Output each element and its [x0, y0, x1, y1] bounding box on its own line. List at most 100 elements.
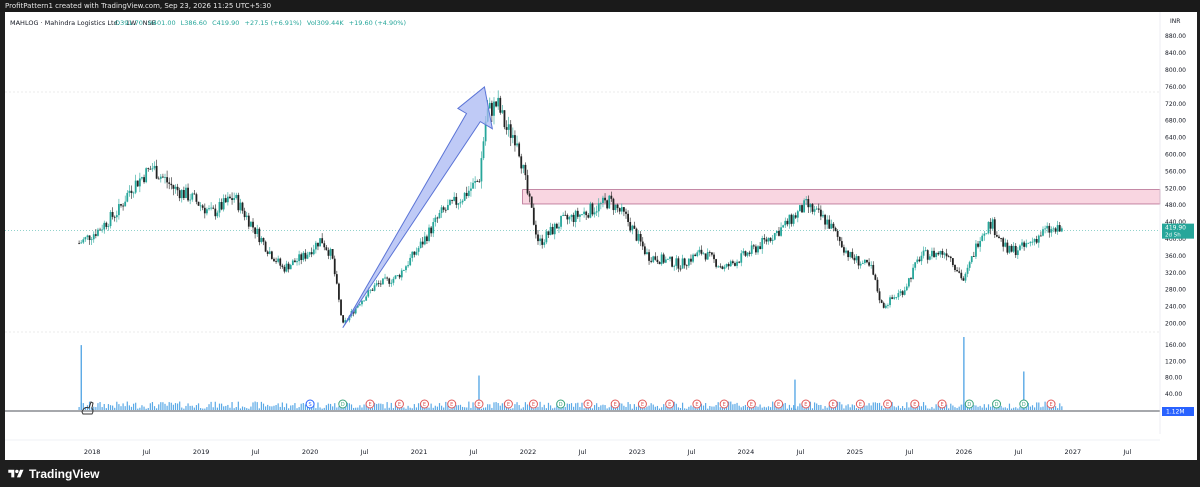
event-marker-dividend[interactable]: D: [1019, 399, 1029, 409]
candle: [845, 247, 847, 254]
candle-body: [92, 234, 95, 240]
event-marker-earnings[interactable]: E: [610, 399, 620, 409]
event-marker-dividend[interactable]: D: [338, 399, 348, 409]
candle-body: [402, 270, 405, 271]
event-marker-earnings[interactable]: E: [583, 399, 593, 409]
candle-body: [654, 256, 657, 260]
price-tick-label: 880.00: [1165, 33, 1186, 40]
volume-bar: [141, 405, 143, 410]
candle: [715, 258, 718, 269]
event-marker-earnings[interactable]: E: [855, 399, 865, 409]
candle-body: [553, 223, 556, 235]
candle: [1033, 238, 1036, 246]
event-marker-letter: E: [940, 402, 943, 408]
event-marker-earnings[interactable]: E: [746, 399, 756, 409]
volume-bar: [497, 403, 499, 410]
event-marker-dividend[interactable]: D: [964, 399, 974, 409]
event-marker-split[interactable]: S: [305, 399, 315, 409]
event-marker-earnings[interactable]: E: [719, 399, 729, 409]
event-marker-letter: E: [777, 402, 780, 408]
event-marker-earnings[interactable]: E: [365, 399, 375, 409]
price-tick-label: 440.00: [1165, 219, 1186, 226]
event-marker-circle: [665, 399, 675, 409]
candle-body: [794, 215, 797, 218]
candle: [983, 230, 986, 241]
event-marker-letter: E: [723, 402, 726, 408]
volume-bar: [334, 403, 336, 410]
event-marker-earnings[interactable]: E: [883, 399, 893, 409]
event-marker-earnings[interactable]: E: [447, 399, 457, 409]
candle-body: [725, 264, 728, 267]
candle: [700, 245, 703, 256]
candle: [889, 295, 891, 308]
event-marker-dividend[interactable]: D: [992, 399, 1002, 409]
volume-badge[interactable]: 1.12M: [1162, 407, 1194, 416]
volume-bar: [489, 404, 491, 410]
event-marker-earnings[interactable]: E: [774, 399, 784, 409]
volume-bar: [881, 405, 883, 410]
event-marker-earnings[interactable]: E: [637, 399, 647, 409]
volume-bar: [132, 403, 135, 410]
candle-body: [675, 258, 678, 266]
volume-bar: [327, 403, 330, 410]
volume-bar: [453, 406, 455, 410]
volume-bar: [256, 402, 258, 410]
event-marker-earnings[interactable]: E: [503, 399, 513, 409]
candle-body: [1012, 245, 1015, 252]
time-tick-label: Jul: [142, 448, 151, 456]
event-marker-earnings[interactable]: E: [801, 399, 811, 409]
event-marker-earnings[interactable]: E: [528, 399, 538, 409]
event-marker-earnings[interactable]: E: [420, 399, 430, 409]
candle-body: [354, 307, 357, 314]
price-chart[interactable]: S D E E E E E E E D E E E E E E E E E E E E E E D D D E 880.00 840.0…: [5, 12, 1197, 460]
candle-body: [294, 260, 296, 263]
price-tick-label: 600.00: [1165, 152, 1186, 159]
candle-body: [419, 241, 422, 249]
time-tick-label: 2027: [1065, 448, 1082, 456]
event-marker-earnings[interactable]: E: [394, 399, 404, 409]
tradingview-brand[interactable]: TradingView: [8, 466, 99, 482]
candle-body: [922, 250, 925, 256]
volume-bar: [300, 403, 302, 410]
event-marker-earnings[interactable]: E: [910, 399, 920, 409]
chart-area[interactable]: S D E E E E E E E D E E E E E E E E E E E E E E D D D E 880.00 840.0…: [5, 12, 1197, 460]
event-marker-dividend[interactable]: D: [556, 399, 566, 409]
candle: [1037, 234, 1040, 248]
candle: [199, 202, 202, 212]
event-marker-earnings[interactable]: E: [474, 399, 484, 409]
candle-body: [671, 256, 674, 267]
trend-arrow[interactable]: [342, 86, 494, 329]
event-marker-circle: [746, 399, 756, 409]
candle-body: [608, 195, 611, 209]
volume-bar: [925, 405, 927, 410]
candle: [570, 214, 573, 222]
event-marker-circle: [883, 399, 893, 409]
volume-bar: [843, 408, 845, 410]
candle: [763, 234, 766, 244]
candle: [180, 189, 183, 203]
candle: [113, 215, 116, 222]
candle: [545, 228, 548, 245]
volume-bar: [499, 405, 501, 410]
candle: [379, 280, 382, 288]
candle: [780, 222, 782, 237]
event-marker-circle: [583, 399, 593, 409]
event-marker-earnings[interactable]: E: [692, 399, 702, 409]
event-marker-earnings[interactable]: E: [1046, 399, 1056, 409]
volume-bar: [315, 408, 317, 410]
volume-bar: [927, 408, 929, 410]
event-marker-earnings[interactable]: E: [828, 399, 838, 409]
candle-body: [784, 220, 787, 226]
volume-bar: [187, 403, 189, 410]
event-marker-earnings[interactable]: E: [665, 399, 675, 409]
trend-arrow-layer[interactable]: [342, 86, 494, 329]
event-marker-earnings[interactable]: E: [937, 399, 947, 409]
candle: [386, 276, 389, 281]
candle: [583, 207, 585, 218]
candle: [755, 244, 757, 255]
volume-bar: [1059, 403, 1061, 410]
candle-body: [518, 143, 521, 157]
candle: [189, 193, 192, 205]
